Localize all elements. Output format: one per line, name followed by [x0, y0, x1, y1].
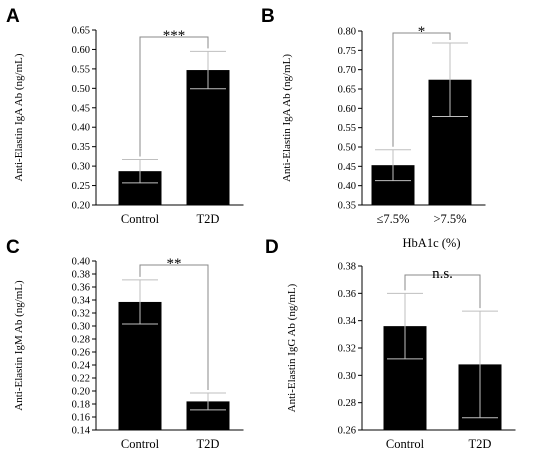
panel-a-ytick-label: 0.20 — [72, 201, 90, 212]
panel-c-letter: C — [6, 237, 20, 258]
panel-b-ytick-label: 0.50 — [338, 143, 356, 154]
panel-c-category-label-1: Control — [121, 437, 160, 451]
panel-d-ytick-label: 0.28 — [338, 398, 356, 409]
panel-d-category-label-2: T2D — [469, 437, 492, 451]
panel-c-ytick-label: 0.36 — [72, 283, 90, 294]
panel-b-significance-label: * — [418, 24, 426, 40]
panel-b-ytick-label: 0.60 — [338, 104, 356, 115]
panel-c-ytick-label: 0.32 — [72, 309, 90, 320]
panel-a-significance-bracket — [139, 36, 209, 157]
panel-d-ytick-label: 0.26 — [338, 426, 356, 437]
panel-a-ytick-label: 0.40 — [72, 123, 90, 134]
panel-c-ytick-label: 0.28 — [72, 335, 90, 346]
panel-b-ytick-label: 0.55 — [338, 123, 356, 134]
panel-a-ytick-label: 0.55 — [72, 64, 90, 75]
panel-c-y-axis-label: Anti-Elastin IgM Ab (ng/mL) — [13, 280, 25, 411]
panel-a-significance-label: *** — [163, 28, 186, 44]
panel-d-ytick-label: 0.32 — [338, 344, 356, 355]
panel-a-ytick-label: 0.65 — [72, 26, 90, 37]
panel-a-ytick-label: 0.30 — [72, 162, 90, 173]
panel-c-category-label-2: T2D — [197, 437, 220, 451]
panel-b-category-label-2: >7.5% — [433, 212, 466, 226]
panel-d-ytick-label: 0.38 — [338, 262, 356, 273]
panel-c-ytick-label: 0.18 — [72, 400, 90, 411]
panel-b-x-axis-label: HbA1c (%) — [403, 236, 461, 250]
panel-a-ytick-label: 0.25 — [72, 181, 90, 192]
panel-c-ytick-label: 0.14 — [72, 426, 91, 437]
panel-c-ytick-label: 0.40 — [72, 257, 90, 268]
panel-a-category-label-1: Control — [121, 212, 160, 226]
panel-d-category-label-1: Control — [386, 437, 425, 451]
panel-d-ytick-label: 0.34 — [338, 316, 357, 327]
panel-c-significance-label: ** — [167, 256, 182, 272]
panel-b-ytick-label: 0.75 — [338, 46, 356, 57]
panel-b-ytick-label: 0.35 — [338, 201, 356, 212]
panel-b-ytick-label: 0.45 — [338, 162, 356, 173]
panel-b-ytick-label: 0.40 — [338, 181, 356, 192]
panel-b-ytick-label: 0.70 — [338, 65, 356, 76]
panel-d-ytick-label: 0.36 — [338, 289, 356, 300]
panel-b-ytick-label: 0.65 — [338, 85, 356, 96]
panel-a-ytick-label: 0.35 — [72, 142, 90, 153]
panel-a-ytick-label: 0.45 — [72, 103, 90, 114]
panel-c-ytick-label: 0.24 — [72, 361, 91, 372]
panel-b-letter: B — [261, 6, 275, 27]
panel-a-y-axis-label: Anti-Elastin IgA Ab (ng/mL) — [13, 53, 25, 181]
panel-b-category-label-1: ≤7.5% — [377, 212, 410, 226]
panel-c-significance-bracket — [139, 264, 209, 390]
panel-d-significance-bracket — [404, 274, 481, 309]
panel-c-ytick-label: 0.22 — [72, 374, 90, 385]
panel-a-ytick-label: 0.60 — [72, 45, 90, 56]
panel-d-ytick-label: 0.30 — [338, 371, 356, 382]
panel-b-significance-bracket — [392, 32, 451, 147]
panel-c-ytick-label: 0.26 — [72, 348, 90, 359]
panel-a-letter: A — [6, 6, 20, 27]
panel-c-ytick-label: 0.20 — [72, 387, 90, 398]
panel-c-ytick-label: 0.16 — [72, 413, 90, 424]
panel-d-letter: D — [265, 237, 279, 258]
panel-d-significance-label: n.s. — [432, 266, 453, 282]
panel-d-y-axis-label: Anti-Elastin IgG Ab (ng/mL) — [286, 283, 298, 412]
panel-a-ytick-label: 0.50 — [72, 84, 90, 95]
panel-c-ytick-label: 0.34 — [72, 296, 91, 307]
panel-a-bar-2 — [186, 70, 230, 205]
panel-c-ytick-label: 0.30 — [72, 322, 90, 333]
panel-a-category-label-2: T2D — [197, 212, 220, 226]
panel-b-y-axis-label: Anti-Elastin IgA Ab (ng/mL) — [281, 54, 293, 182]
panel-b-ytick-label: 0.80 — [338, 27, 356, 38]
panel-c-ytick-label: 0.38 — [72, 270, 90, 281]
